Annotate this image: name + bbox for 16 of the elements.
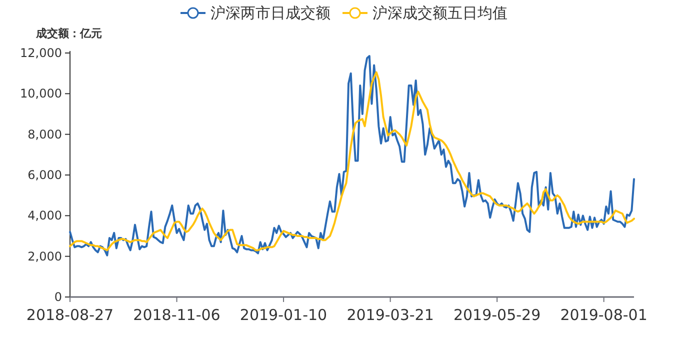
y-tick-label: 8,000 <box>28 127 62 142</box>
x-tick-label: 2019-01-10 <box>240 306 328 324</box>
y-tick-label: 12,000 <box>20 46 62 60</box>
y-tick-label: 6,000 <box>28 168 62 182</box>
x-tick-label: 2019-03-21 <box>346 306 434 324</box>
y-tick-label: 2,000 <box>28 249 62 264</box>
x-tick-label: 2019-05-29 <box>453 306 541 324</box>
y-tick-label: 10,000 <box>20 86 62 101</box>
legend-label: 沪深成交额五日均值 <box>372 4 508 22</box>
y-axis-title: 成交额：亿元 <box>35 27 102 40</box>
x-tick-label: 2018-08-27 <box>26 306 114 324</box>
y-tick-label: 4,000 <box>28 208 62 223</box>
legend-label: 沪深两市日成交额 <box>210 4 330 22</box>
y-tick-label: 0 <box>54 290 62 304</box>
x-tick-label: 2019-08-01 <box>560 306 648 324</box>
x-tick-label: 2018-11-06 <box>133 306 220 324</box>
